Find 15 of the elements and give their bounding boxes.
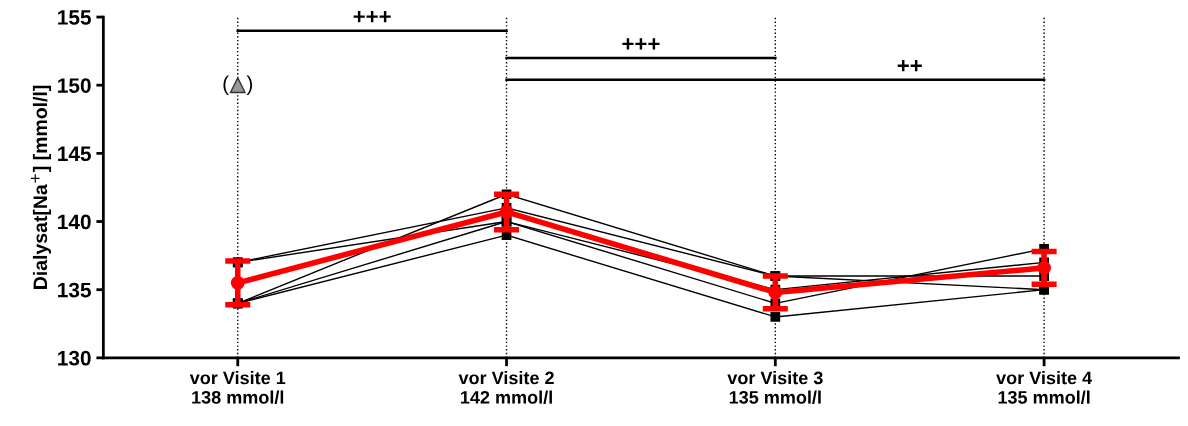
series-label: +++	[622, 38, 660, 50]
x-tick-label: vor Visite 4 135 mmol/l	[996, 371, 1093, 404]
y-axis-title: Dialysat[Na$^{+}$] [mmol/l]	[31, 85, 52, 289]
y-tick-label: 135	[58, 282, 91, 298]
x-tick-label: vor Visite 3 135 mmol/l	[727, 371, 823, 404]
y-tick-label: 155	[58, 10, 91, 25]
series-label: ++	[897, 60, 922, 72]
annotation: ( )	[223, 75, 253, 95]
y-tick-label: 140	[58, 214, 91, 230]
y-tick-label: 150	[58, 78, 91, 93]
x-tick-label: vor Visite 2 142 mmol/l	[458, 371, 554, 404]
x-tick-label: vor Visite 1 138 mmol/l	[189, 371, 286, 404]
y-tick-label: 145	[58, 146, 91, 162]
y-tick-label: 130	[58, 350, 91, 366]
series-label: +++	[353, 10, 391, 23]
